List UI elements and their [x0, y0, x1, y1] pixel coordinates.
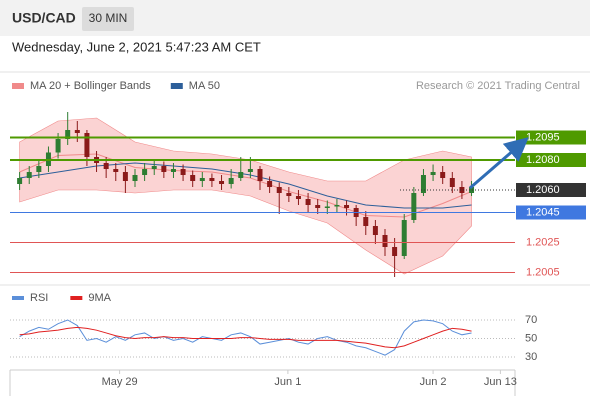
y-tick-label: 50 — [525, 332, 537, 344]
candle-body — [65, 130, 71, 139]
level-label: 1.2005 — [526, 266, 560, 278]
interval-box — [82, 7, 134, 31]
line-series — [19, 326, 472, 349]
candle-body — [430, 172, 436, 175]
candle-body — [170, 169, 176, 172]
x-tick-label: May 29 — [102, 376, 138, 388]
candle-body — [36, 166, 42, 172]
candle-body — [324, 206, 330, 208]
candle-body — [440, 172, 446, 178]
x-tick-label: Jun 2 — [420, 376, 447, 388]
legend-swatch — [12, 83, 24, 89]
level-label: 1.2095 — [526, 131, 560, 143]
candle-body — [238, 172, 244, 178]
candle-body — [132, 175, 138, 181]
interval: 30 MIN — [89, 11, 128, 25]
level-box — [516, 205, 586, 220]
legend-label: MA 20 + Bollinger Bands — [30, 80, 151, 92]
candle-body — [84, 133, 90, 157]
candle-body — [122, 172, 128, 181]
candle-body — [190, 175, 196, 181]
candle-body — [295, 196, 301, 199]
candle-body — [219, 181, 225, 184]
level-label: 1.2025 — [526, 236, 560, 248]
candle-body — [372, 226, 378, 235]
candle-body — [26, 172, 32, 178]
y-tick-label: 30 — [525, 351, 537, 363]
candle-body — [257, 169, 263, 181]
candle-body — [392, 247, 398, 256]
legend-swatch — [70, 296, 83, 300]
level-box — [516, 183, 586, 197]
candle-body — [449, 178, 455, 187]
candle-body — [315, 205, 321, 208]
line-series — [19, 319, 472, 356]
candle-body — [363, 217, 369, 226]
candle-body — [180, 169, 186, 175]
symbol: USD/CAD — [12, 10, 76, 26]
candle-body — [103, 163, 109, 169]
candle-body — [459, 187, 465, 193]
candle-body — [17, 178, 23, 184]
candle-body — [161, 166, 167, 172]
candle-body — [334, 205, 340, 207]
candle-body — [401, 220, 407, 256]
candle-body — [199, 178, 205, 181]
candle-body — [411, 193, 417, 220]
legend-label: 9MA — [88, 292, 111, 304]
candle-body — [55, 139, 61, 153]
candle-body — [286, 193, 292, 196]
datetime: Wednesday, June 2, 2021 5:47:23 AM CET — [12, 39, 261, 54]
candle-body — [267, 181, 273, 187]
level-box — [516, 153, 586, 167]
candle-body — [142, 169, 148, 175]
level-label: 1.2080 — [526, 154, 560, 166]
candle-body — [344, 205, 350, 208]
level-label: 1.2060 — [526, 184, 560, 196]
candle-body — [151, 166, 157, 169]
legend-label: RSI — [30, 292, 48, 304]
forecast-arrow — [469, 137, 529, 190]
x-tick-label: Jun 13 — [484, 376, 517, 388]
candle-body — [420, 175, 426, 193]
x-tick-label: Jun 1 — [274, 376, 301, 388]
level-label: 1.2045 — [526, 206, 560, 218]
candle-body — [209, 178, 215, 181]
level-box — [516, 130, 586, 145]
credit: Research © 2021 Trading Central — [416, 80, 580, 92]
candle-body — [113, 169, 119, 172]
candle-body — [247, 169, 253, 172]
legend-swatch — [12, 296, 24, 300]
legend-label: MA 50 — [189, 80, 220, 92]
candle-body — [276, 187, 282, 193]
plot: MA 20 + Bollinger Bands MA 50 1.2095 1.2080… — [10, 80, 586, 388]
candle-body — [305, 199, 311, 205]
candle-body — [382, 235, 388, 247]
candle-body — [228, 178, 234, 184]
bollinger-band — [19, 117, 472, 275]
legend-swatch — [170, 83, 183, 89]
candle-body — [74, 130, 80, 133]
candle-body — [469, 187, 475, 193]
y-tick-label: 70 — [525, 314, 537, 326]
